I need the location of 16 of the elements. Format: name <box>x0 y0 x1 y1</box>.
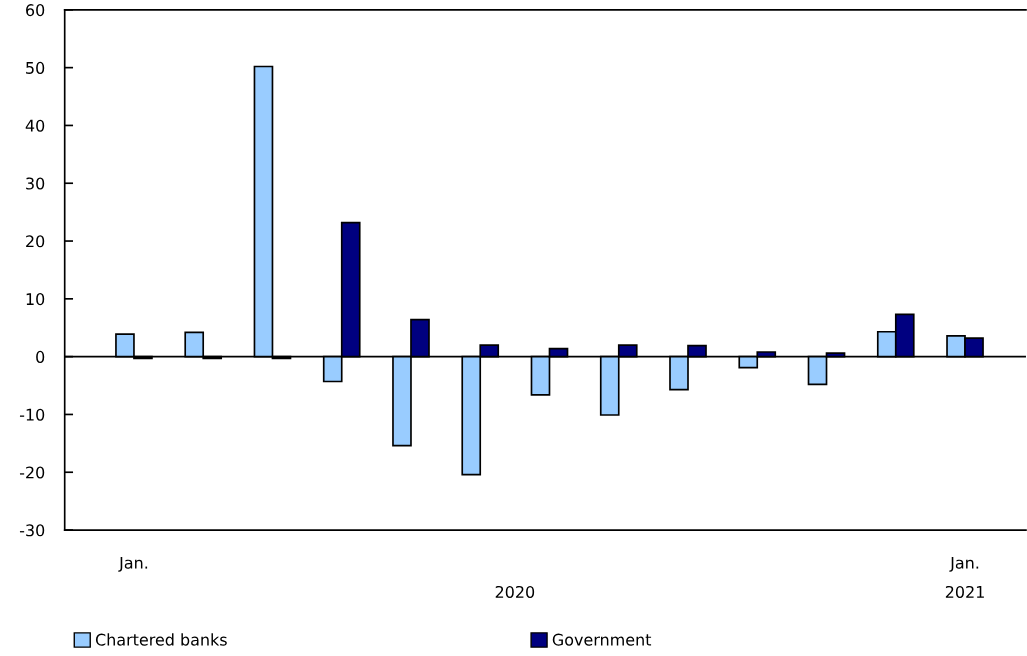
y-tick-label: 0 <box>36 350 45 363</box>
text: 2021 <box>945 585 984 598</box>
y-tick-label: -20 <box>19 466 45 479</box>
x-tick-label: Jan. <box>949 556 979 572</box>
y-tick-label: 40 <box>25 119 45 132</box>
text: 2020 <box>495 585 535 598</box>
y-tick-label: -30 <box>19 524 45 537</box>
y-tick-label: 30 <box>26 177 45 190</box>
y-tick-label: 10 <box>26 293 45 306</box>
y-tick-label: 20 <box>26 235 45 248</box>
legend-label: Government <box>552 633 652 646</box>
y-tick-label: -10 <box>19 408 45 421</box>
y-tick-label: 50 <box>26 61 45 74</box>
x-tick-label: Jan. <box>118 556 148 572</box>
y-tick-label: 60 <box>26 4 45 17</box>
legend-label: Chartered banks <box>95 633 227 646</box>
